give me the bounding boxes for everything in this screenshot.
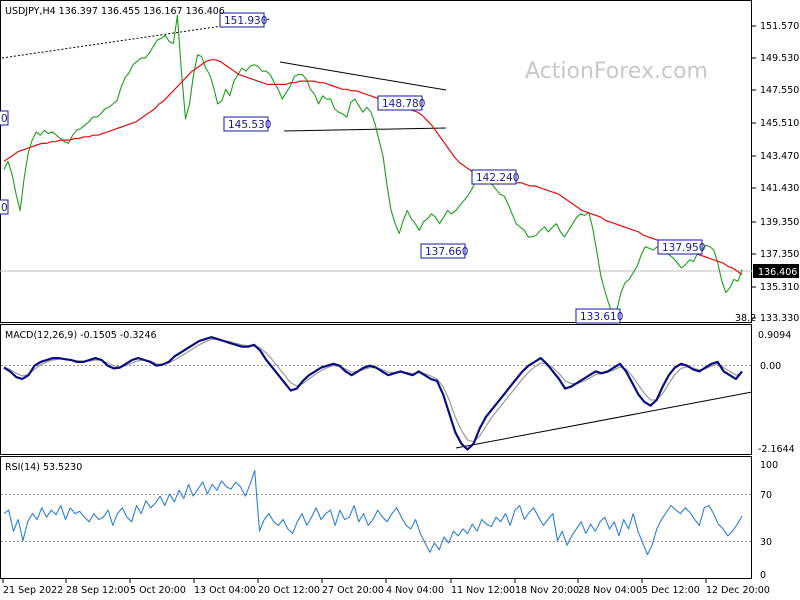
- rsi-title: RSI(14) 53.5230: [5, 462, 82, 473]
- annotation-box-137950: [657, 239, 703, 255]
- price-y-axis: 151.570 149.530 147.550 145.510 143.470 …: [752, 21, 799, 324]
- edge-label-box-2: [0, 199, 9, 215]
- macd-trendline: [455, 391, 753, 449]
- annotation-box-142240: [471, 169, 517, 185]
- rsi-line: [3, 469, 743, 556]
- price-tick: 137.350: [760, 249, 799, 260]
- macd-tick: 0.9094: [758, 330, 791, 341]
- annotation-box-133610: [575, 308, 621, 324]
- price-tick: 135.310: [760, 282, 799, 293]
- price-tick: 151.570: [760, 21, 799, 32]
- edge-label-1: 0: [1, 113, 8, 125]
- macd-line: [3, 336, 743, 451]
- triangle-bottom-line: [283, 127, 447, 132]
- x-tick: 13 Oct 04:00: [194, 585, 256, 596]
- x-tick: 5 Dec 12:00: [642, 585, 700, 596]
- price-line: [3, 14, 743, 317]
- rsi-tick: 100: [760, 460, 778, 471]
- annotation-137950: 137.950: [662, 242, 705, 254]
- x-tick: 18 Nov 20:00: [515, 585, 579, 596]
- annotation-box-151930: [219, 12, 265, 28]
- x-tick: 20 Oct 12:00: [258, 585, 320, 596]
- rsi-tick: 0: [760, 570, 766, 581]
- x-axis: 21 Sep 2022 28 Sep 12:00 5 Oct 20:00 13 …: [2, 579, 770, 596]
- edge-label-box-1: [0, 110, 9, 126]
- rsi-series-group: [3, 469, 743, 556]
- x-tick: 28 Sep 12:00: [66, 585, 129, 596]
- price-tick: 147.550: [760, 85, 799, 96]
- rsi-tick: 70: [760, 490, 772, 501]
- x-tick: 27 Oct 20:00: [322, 585, 384, 596]
- price-tick: 141.430: [760, 183, 799, 194]
- annotations: 151.930 145.530 148.780 142.240 137.660 …: [0, 12, 705, 324]
- annotation-box-137660: [420, 243, 466, 259]
- macd-title: MACD(12,26,9) -0.1505 -0.3246: [5, 330, 157, 341]
- macd-signal-line: [3, 338, 743, 443]
- x-tick: 4 Nov 04:00: [386, 585, 444, 596]
- level-note: 38.2: [735, 313, 756, 324]
- price-tick: 139.350: [760, 217, 799, 228]
- macd-panel-frame: [0, 324, 752, 455]
- moving-average-line: [3, 59, 743, 276]
- annotation-145530: 145.530: [228, 119, 271, 131]
- annotation-148780: 148.780: [382, 98, 425, 110]
- macd-tick: -2.1644: [758, 444, 795, 455]
- annotation-133610: 133.610: [580, 311, 623, 323]
- price-tick: 133.330: [760, 313, 799, 324]
- x-tick: 5 Oct 20:00: [130, 585, 186, 596]
- edge-label-2: 0: [1, 202, 8, 214]
- price-overlays: [0, 18, 752, 272]
- annotation-box-148780: [377, 95, 423, 111]
- macd-tick: 0.00: [760, 361, 781, 372]
- x-tick: 11 Nov 12:00: [451, 585, 515, 596]
- price-panel-frame: [0, 0, 752, 323]
- x-tick: 12 Dec 20:00: [706, 585, 770, 596]
- macd-series-group: [3, 336, 743, 451]
- last-price-tag: [753, 264, 799, 278]
- price-tick: 149.530: [760, 53, 799, 64]
- rsi-panel-frame: [0, 456, 752, 579]
- price-title: USDJPY,H4 136.397 136.455 136.167 136.40…: [5, 6, 225, 17]
- rsi-y-axis: 100 70 30 0: [760, 460, 778, 581]
- price-tick: 145.510: [760, 118, 799, 129]
- annotation-box-145530: [223, 116, 269, 132]
- triangle-top-line: [279, 61, 447, 91]
- macd-y-axis: 0.9094 0.00 -2.1644: [758, 330, 795, 455]
- x-tick: 21 Sep 2022: [3, 585, 63, 596]
- annotation-137660: 137.660: [425, 246, 468, 258]
- price-series-group: [3, 14, 743, 317]
- watermark: ActionForex.com: [525, 59, 708, 84]
- last-price-label: 136.406: [758, 267, 797, 278]
- x-tick: 28 Nov 04:00: [578, 585, 642, 596]
- annotation-151930: 151.930: [224, 15, 267, 27]
- price-tick: 143.470: [760, 151, 799, 162]
- annotation-142240: 142.240: [476, 172, 519, 184]
- rsi-tick: 30: [760, 537, 772, 548]
